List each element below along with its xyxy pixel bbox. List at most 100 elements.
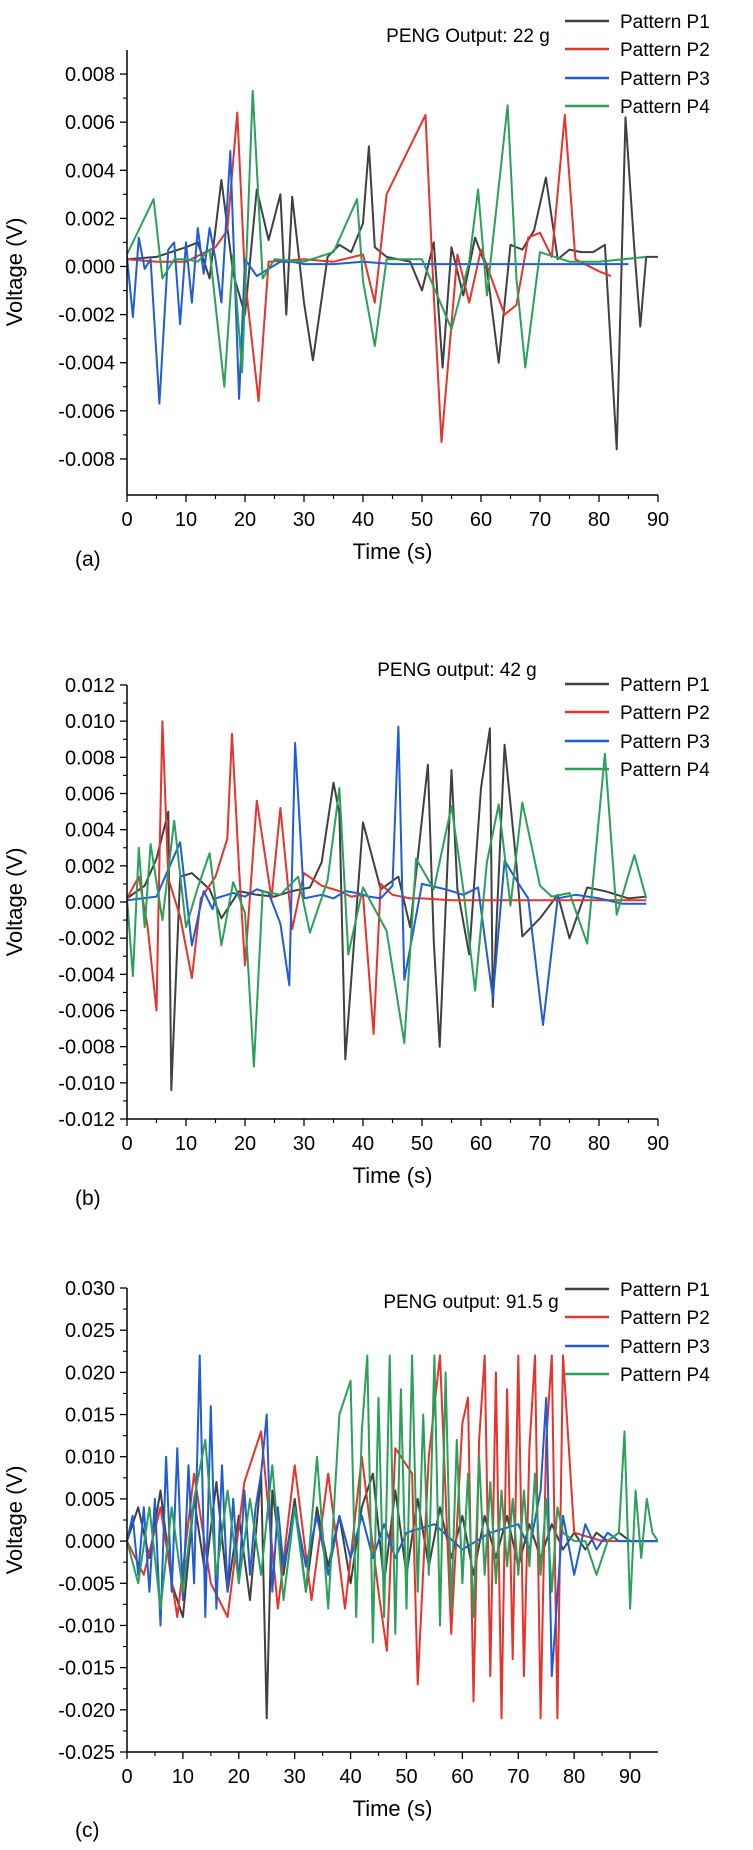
x-tick-label: 50: [411, 509, 433, 531]
y-tick-label: -0.002: [58, 928, 115, 950]
y-tick-label: -0.004: [58, 964, 115, 986]
panel-letter: (c): [75, 1819, 100, 1842]
chart-panel-b: 0 10 20 30 40 50 60 70 80 90 -0.012 -0.010 -0.008 -0.…: [2, 660, 710, 1210]
legend-label: Pattern P3: [620, 732, 710, 753]
series-line-p2: [127, 111, 612, 444]
x-axis-title: Time (s): [353, 1796, 433, 1821]
panel-letter: (b): [75, 1187, 101, 1210]
y-tick-label: 0.006: [65, 112, 115, 134]
x-tick-label: 90: [619, 1766, 641, 1788]
y-tick-label: 0.008: [65, 64, 115, 86]
series-group: [127, 89, 658, 451]
y-tick-label: -0.008: [58, 449, 115, 471]
x-tick-label: 20: [228, 1766, 250, 1788]
series-line-p3: [127, 725, 647, 1026]
x-tick-label: 70: [529, 509, 551, 531]
legend-label: Pattern P4: [620, 1365, 710, 1386]
y-tick-label: -0.008: [58, 1037, 115, 1059]
y-tick-label: -0.012: [58, 1109, 115, 1131]
y-tick-label: 0.025: [65, 1320, 115, 1342]
series-group: [127, 1354, 658, 1720]
x-tick-label: 80: [563, 1766, 585, 1788]
y-tick-label: -0.015: [58, 1658, 115, 1680]
chart-panel-c: 0 10 20 30 40 50 60 70 80 90 -0.025 -0.020 -0.015 -0.…: [2, 1278, 710, 1842]
y-tick-label: 0.020: [65, 1362, 115, 1384]
y-tick-label: 0.004: [65, 820, 115, 842]
x-tick-label: 70: [529, 1133, 551, 1155]
y-tick-label: 0.010: [65, 711, 115, 733]
chart-title: PENG Output: 22 g: [386, 26, 550, 47]
y-tick-label: 0.015: [65, 1405, 115, 1427]
y-tick-label: 0.000: [65, 892, 115, 914]
series-line-p3: [127, 150, 629, 405]
y-tick-label: -0.010: [58, 1073, 115, 1095]
panel-letter: (a): [75, 548, 101, 571]
series-line-p1: [127, 727, 647, 1092]
y-axis-title: Voltage (V): [2, 848, 27, 957]
x-tick-label: 80: [588, 1133, 610, 1155]
series-line-p4: [127, 89, 647, 388]
x-tick-label: 10: [175, 1133, 197, 1155]
x-tick-label: 50: [395, 1766, 417, 1788]
series-line-p2: [127, 1354, 658, 1720]
y-axis-title: Voltage (V): [2, 1466, 27, 1575]
x-tick-label: 50: [411, 1133, 433, 1155]
series-line-p2: [127, 720, 647, 1035]
y-tick-label: -0.025: [58, 1742, 115, 1764]
x-tick-label: 60: [451, 1766, 473, 1788]
series-line-p4: [127, 1354, 658, 1644]
x-tick-label: 0: [121, 1766, 132, 1788]
y-tick-label: 0.000: [65, 1531, 115, 1553]
y-axis-title: Voltage (V): [2, 218, 27, 327]
legend-label: Pattern P3: [620, 69, 710, 90]
y-tick-label: 0.006: [65, 784, 115, 806]
y-tick-label: 0.002: [65, 208, 115, 230]
legend-label: Pattern P1: [620, 1280, 710, 1301]
chart-title: PENG output: 42 g: [377, 660, 537, 681]
series-line-p1: [127, 116, 658, 451]
legend-label: Pattern P2: [620, 1308, 710, 1329]
legend-label: Pattern P3: [620, 1337, 710, 1358]
x-tick-label: 90: [647, 1133, 669, 1155]
y-tick-label: 0.030: [65, 1278, 115, 1300]
legend-label: Pattern P4: [620, 97, 710, 118]
x-tick-label: 30: [293, 509, 315, 531]
y-tick-label: 0.012: [65, 675, 115, 697]
x-tick-label: 20: [234, 1133, 256, 1155]
x-tick-label: 80: [588, 509, 610, 531]
y-tick-label: -0.002: [58, 305, 115, 327]
y-tick-label: 0.004: [65, 160, 115, 182]
y-tick-label: -0.004: [58, 353, 115, 375]
y-tick-label: -0.010: [58, 1615, 115, 1637]
y-tick-label: -0.005: [58, 1573, 115, 1595]
y-tick-label: 0.005: [65, 1489, 115, 1511]
legend-label: Pattern P1: [620, 12, 710, 33]
legend-label: Pattern P2: [620, 703, 710, 724]
series-group: [127, 720, 648, 1092]
x-tick-label: 90: [647, 509, 669, 531]
chart-panel-a: 0 10 20 30 40 50 60 70 80 90 -0.008 -0.006 -0.004 -0.…: [2, 12, 710, 571]
x-tick-label: 20: [234, 509, 256, 531]
legend-label: Pattern P4: [620, 760, 710, 781]
y-tick-label: 0.000: [65, 256, 115, 278]
y-tick-label: -0.006: [58, 401, 115, 423]
x-tick-label: 60: [470, 509, 492, 531]
x-tick-label: 30: [284, 1766, 306, 1788]
x-tick-label: 10: [172, 1766, 194, 1788]
y-tick-label: -0.020: [58, 1700, 115, 1722]
y-tick-label: -0.006: [58, 1001, 115, 1023]
x-tick-label: 70: [507, 1766, 529, 1788]
x-tick-label: 60: [470, 1133, 492, 1155]
x-tick-label: 0: [121, 1133, 132, 1155]
series-line-p4: [127, 752, 648, 1068]
y-tick-label: 0.002: [65, 856, 115, 878]
x-tick-label: 40: [352, 1133, 374, 1155]
x-tick-label: 30: [293, 1133, 315, 1155]
x-tick-label: 40: [339, 1766, 361, 1788]
x-axis-title: Time (s): [353, 539, 433, 564]
x-axis-title: Time (s): [353, 1163, 433, 1188]
y-tick-label: 0.008: [65, 747, 115, 769]
x-tick-label: 0: [121, 509, 132, 531]
x-tick-label: 10: [175, 509, 197, 531]
